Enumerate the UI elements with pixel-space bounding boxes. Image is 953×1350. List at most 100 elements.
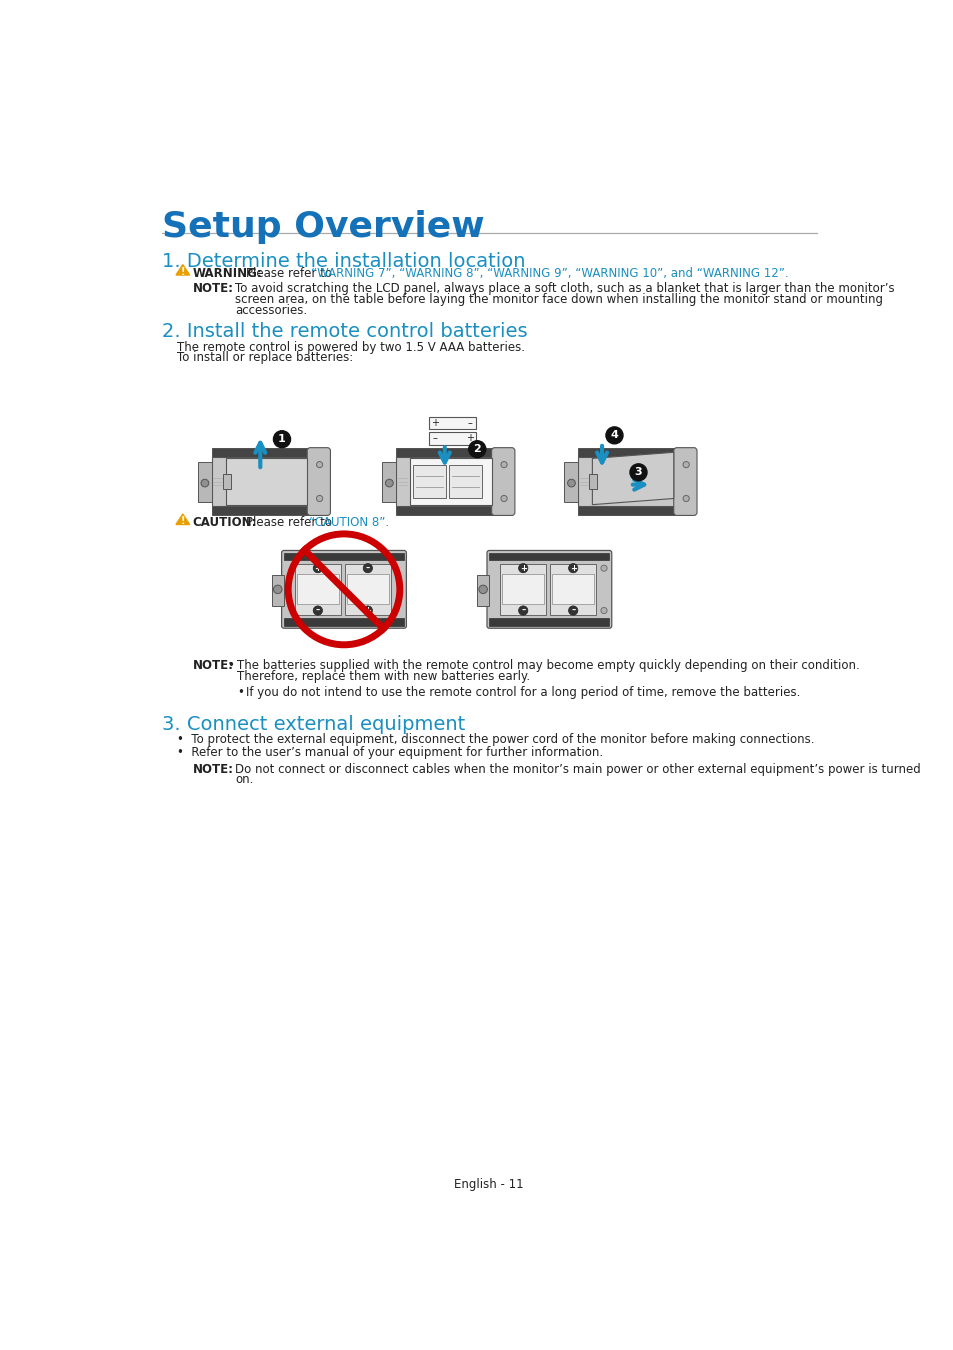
Bar <box>499 563 546 616</box>
FancyBboxPatch shape <box>491 448 515 516</box>
Text: •  To protect the external equipment, disconnect the power cord of the monitor b: • To protect the external equipment, dis… <box>177 733 814 747</box>
Bar <box>212 456 324 506</box>
Text: –: – <box>433 433 437 443</box>
Text: To avoid scratching the LCD panel, always place a soft cloth, such as a blanket : To avoid scratching the LCD panel, alway… <box>235 282 894 296</box>
Text: –: – <box>571 606 575 616</box>
Text: +: + <box>519 564 526 572</box>
FancyBboxPatch shape <box>307 448 330 516</box>
Text: screen area, on the table before laying the monitor face down when installing th: screen area, on the table before laying … <box>235 293 882 306</box>
Bar <box>449 464 482 498</box>
Bar <box>550 563 596 616</box>
Text: –: – <box>467 418 472 428</box>
Text: To install or replace batteries:: To install or replace batteries: <box>177 351 354 364</box>
Bar <box>413 464 446 498</box>
Bar <box>382 462 395 502</box>
Text: “CAUTION 8”.: “CAUTION 8”. <box>309 516 389 529</box>
Bar <box>284 618 404 626</box>
Circle shape <box>629 464 646 481</box>
Bar <box>578 448 690 456</box>
Text: 3. Connect external equipment: 3. Connect external equipment <box>162 716 465 734</box>
Text: –: – <box>520 606 525 616</box>
Circle shape <box>500 495 507 502</box>
Bar <box>489 552 609 560</box>
Text: 3: 3 <box>634 467 641 478</box>
Text: •: • <box>236 686 244 699</box>
Circle shape <box>605 427 622 444</box>
Text: on.: on. <box>235 774 253 787</box>
Text: The batteries supplied with the remote control may become empty quickly dependin: The batteries supplied with the remote c… <box>236 659 859 672</box>
Circle shape <box>363 606 372 616</box>
Circle shape <box>313 563 322 572</box>
Circle shape <box>518 606 527 616</box>
Circle shape <box>567 479 575 487</box>
Bar <box>226 459 307 505</box>
Bar <box>429 432 476 444</box>
Bar <box>284 552 404 560</box>
Circle shape <box>682 495 688 502</box>
Circle shape <box>518 563 527 572</box>
Circle shape <box>600 608 606 614</box>
Text: NOTE:: NOTE: <box>193 282 233 296</box>
Bar <box>395 448 508 456</box>
Bar <box>197 462 212 502</box>
Text: !: ! <box>180 516 185 526</box>
Bar <box>564 462 578 502</box>
Text: “WARNING 7”, “WARNING 8”, “WARNING 9”, “WARNING 10”, and “WARNING 12”.: “WARNING 7”, “WARNING 8”, “WARNING 9”, “… <box>311 267 788 279</box>
Circle shape <box>568 563 578 572</box>
Text: +: + <box>431 418 439 428</box>
Text: Therefore, replace them with new batteries early.: Therefore, replace them with new batteri… <box>236 670 530 683</box>
Bar <box>212 506 324 516</box>
Circle shape <box>313 606 322 616</box>
Polygon shape <box>175 514 190 525</box>
Polygon shape <box>592 452 673 505</box>
Text: English - 11: English - 11 <box>454 1179 523 1192</box>
Text: +: + <box>569 564 577 572</box>
Circle shape <box>316 495 322 502</box>
Circle shape <box>385 479 393 487</box>
Circle shape <box>478 585 487 594</box>
Text: 4: 4 <box>610 431 618 440</box>
Circle shape <box>363 563 372 572</box>
Bar <box>296 574 338 605</box>
Bar <box>489 618 609 626</box>
Text: NOTE:: NOTE: <box>193 763 233 776</box>
Circle shape <box>201 479 209 487</box>
Text: The remote control is powered by two 1.5 V AAA batteries.: The remote control is powered by two 1.5… <box>177 340 525 354</box>
Text: •  Refer to the user’s manual of your equipment for further information.: • Refer to the user’s manual of your equ… <box>177 745 603 759</box>
Text: 2: 2 <box>473 444 480 454</box>
Bar <box>223 474 231 489</box>
FancyBboxPatch shape <box>673 448 697 516</box>
Text: 1: 1 <box>278 435 286 444</box>
Text: –: – <box>315 606 319 616</box>
Circle shape <box>316 462 322 467</box>
Bar <box>395 506 508 516</box>
Bar <box>410 459 491 505</box>
Text: !: ! <box>180 267 185 277</box>
FancyBboxPatch shape <box>486 551 611 628</box>
Text: CAUTION:: CAUTION: <box>193 516 257 529</box>
Bar <box>272 575 284 606</box>
Bar <box>502 574 543 605</box>
Bar <box>395 456 508 506</box>
Text: –: – <box>365 564 370 572</box>
Circle shape <box>682 462 688 467</box>
Bar <box>578 456 690 506</box>
Bar <box>344 563 391 616</box>
Text: 2. Install the remote control batteries: 2. Install the remote control batteries <box>162 323 527 342</box>
Circle shape <box>500 462 507 467</box>
Bar <box>294 563 340 616</box>
Text: If you do not intend to use the remote control for a long period of time, remove: If you do not intend to use the remote c… <box>246 686 800 699</box>
Text: +: + <box>465 433 473 443</box>
Text: NOTE:: NOTE: <box>193 659 233 672</box>
Text: WARNING:: WARNING: <box>193 267 262 279</box>
Bar <box>589 474 597 489</box>
Text: Do not connect or disconnect cables when the monitor’s main power or other exter: Do not connect or disconnect cables when… <box>235 763 921 776</box>
Bar <box>578 506 690 516</box>
Text: +: + <box>364 606 371 616</box>
Text: +: + <box>314 564 321 572</box>
Text: Please refer to: Please refer to <box>245 267 335 279</box>
Polygon shape <box>175 265 190 275</box>
Bar <box>552 574 594 605</box>
Text: 1. Determine the installation location: 1. Determine the installation location <box>162 252 525 271</box>
Text: Setup Overview: Setup Overview <box>162 209 484 244</box>
